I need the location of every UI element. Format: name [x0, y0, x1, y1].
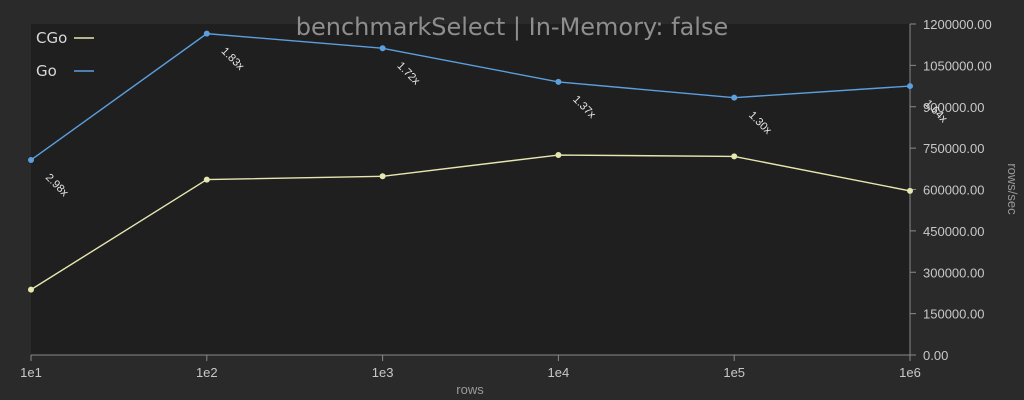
data-point-go — [28, 156, 34, 163]
y-tick-label: 1200000.00 — [923, 17, 992, 32]
x-tick-label: 1e5 — [723, 365, 745, 380]
y-tick-label: 750000.00 — [923, 141, 984, 156]
x-axis-label: rows — [456, 382, 484, 397]
data-point-go — [907, 83, 913, 90]
series-line-cgo — [30, 154, 911, 291]
data-point-go — [379, 45, 386, 52]
x-tick-label: 1e4 — [548, 365, 570, 380]
data-point-cgo — [731, 153, 738, 160]
legend-label-cgo[interactable]: CGo — [36, 29, 67, 47]
y-tick-label: 1050000.00 — [923, 58, 992, 73]
y-tick-label: 0.00 — [923, 348, 948, 363]
y-tick-label: 600000.00 — [923, 183, 984, 198]
series-layer — [28, 30, 913, 293]
legend-label-go[interactable]: Go — [36, 62, 57, 80]
data-point-cgo — [555, 152, 562, 159]
chart-title: benchmarkSelect | In-Memory: false — [296, 13, 728, 41]
data-point-cgo — [203, 176, 210, 183]
x-tick-label: 1e2 — [196, 365, 218, 380]
y-tick-label: 450000.00 — [923, 224, 984, 239]
data-point-cgo — [907, 187, 913, 194]
x-tick-label: 1e6 — [899, 365, 921, 380]
data-point-cgo — [379, 173, 386, 180]
x-tick-label: 1e1 — [20, 365, 42, 380]
data-point-go — [203, 30, 210, 37]
legend[interactable]: CGo Go — [36, 29, 94, 80]
data-point-cgo — [28, 286, 34, 293]
data-point-go — [555, 78, 562, 85]
series-line-go — [30, 32, 911, 161]
y-tick-label: 150000.00 — [923, 307, 984, 322]
data-point-go — [731, 94, 738, 101]
y-axis-label: rows/sec — [1005, 163, 1020, 215]
y-tick-label: 900000.00 — [923, 100, 984, 115]
x-tick-label: 1e3 — [372, 365, 394, 380]
plot-area — [31, 24, 910, 355]
y-tick-label: 300000.00 — [923, 265, 984, 280]
